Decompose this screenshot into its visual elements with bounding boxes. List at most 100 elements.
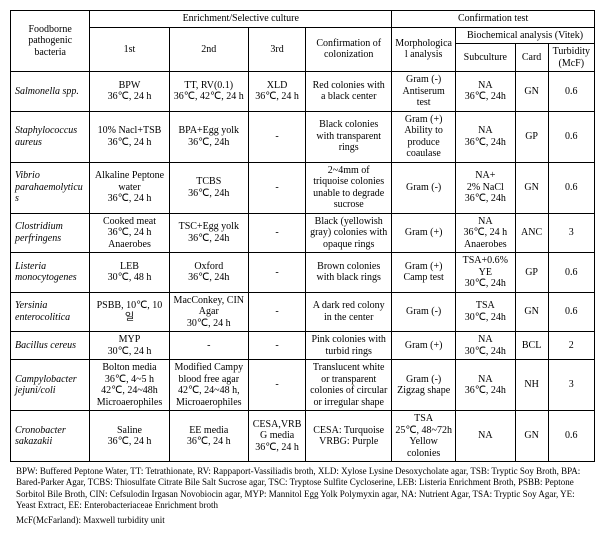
cell-b3: 0.6 <box>548 411 594 462</box>
cell-c5: Gram (-)Antiserum test <box>392 72 456 112</box>
cell-c1: PSBB, 10℃, 10일 <box>90 292 169 332</box>
cell-b2: BCL <box>515 332 548 360</box>
cell-name: Vibrio parahaemolyticus <box>11 162 90 213</box>
cell-c3: XLD36℃, 24 h <box>248 72 305 112</box>
cell-b1: NA36℃, 24h <box>456 360 515 411</box>
cell-c4: CESA: TurquoiseVRBG: Purple <box>306 411 392 462</box>
cell-c3: - <box>248 253 305 293</box>
cell-b1: NA36℃, 24 hAnaerobes <box>456 213 515 253</box>
cell-c2: MacConkey, CIN Agar30℃, 24 h <box>169 292 248 332</box>
cell-c2: EE media36℃, 24 h <box>169 411 248 462</box>
table-row: Bacillus cereusMYP30℃, 24 h--Pink coloni… <box>11 332 595 360</box>
cell-c1: 10% Nacl+TSB36℃, 24 h <box>90 111 169 162</box>
cell-b1: TSA30℃, 24h <box>456 292 515 332</box>
footnote-2: McF(McFarland): Maxwell turbidity unit <box>10 515 595 526</box>
header-2nd: 2nd <box>169 27 248 72</box>
cell-b3: 0.6 <box>548 72 594 112</box>
cell-c2: TCBS36℃, 24h <box>169 162 248 213</box>
cell-b1: NA30℃, 24h <box>456 332 515 360</box>
table-row: Vibrio parahaemolyticusAlkaline Peptone … <box>11 162 595 213</box>
cell-c4: 2~4mm of triquoise colonies unable to de… <box>306 162 392 213</box>
cell-name: Salmonella spp. <box>11 72 90 112</box>
cell-c4: A dark red colony in the center <box>306 292 392 332</box>
cell-name: Campylobacter jejuni/coli <box>11 360 90 411</box>
cell-b3: 0.6 <box>548 162 594 213</box>
cell-c5: TSA25℃, 48~72hYellow colonies <box>392 411 456 462</box>
cell-c5: Gram (-)Zigzag shape <box>392 360 456 411</box>
cell-name: Staphylococcus aureus <box>11 111 90 162</box>
cell-b2: GN <box>515 411 548 462</box>
cell-c4: Brown colonies with black rings <box>306 253 392 293</box>
cell-c3: - <box>248 332 305 360</box>
cell-c5: Gram (+) <box>392 213 456 253</box>
cell-c5: Gram (-) <box>392 292 456 332</box>
header-group2: Confirmation test <box>392 11 595 28</box>
cell-c2: Modified Campy blood free agar42℃, 24~48… <box>169 360 248 411</box>
cell-b1: NA36℃, 24h <box>456 72 515 112</box>
cell-c3: - <box>248 213 305 253</box>
cell-b2: GN <box>515 292 548 332</box>
cell-b1: NA36℃, 24h <box>456 111 515 162</box>
cell-c1: LEB30℃, 48 h <box>90 253 169 293</box>
header-bio: Biochemical analysis (Vitek) <box>456 27 595 44</box>
cell-name: Listeria monocytogenes <box>11 253 90 293</box>
header-1st: 1st <box>90 27 169 72</box>
cell-c3: CESA,VRBG media36℃, 24 h <box>248 411 305 462</box>
cell-c1: Saline36℃, 24 h <box>90 411 169 462</box>
cell-b1: TSA+0.6% YE30℃, 24h <box>456 253 515 293</box>
cell-name: Clostridium perfringens <box>11 213 90 253</box>
cell-c5: Gram (-) <box>392 162 456 213</box>
header-conf-col: Confirmation of colonization <box>306 27 392 72</box>
cell-b3: 0.6 <box>548 111 594 162</box>
cell-b3: 0.6 <box>548 253 594 293</box>
cell-c5: Gram (+)Camp test <box>392 253 456 293</box>
table-row: Staphylococcus aureus10% Nacl+TSB36℃, 24… <box>11 111 595 162</box>
cell-c4: Black (yellowish gray) colonies with opa… <box>306 213 392 253</box>
cell-c3: - <box>248 292 305 332</box>
cell-c5: Gram (+)Ability to produce coaulase <box>392 111 456 162</box>
cell-c4: Black colonies with transparent rings <box>306 111 392 162</box>
cell-c4: Red colonies with a black center <box>306 72 392 112</box>
cell-name: Yersinia enterocolitica <box>11 292 90 332</box>
table-row: Yersinia enterocoliticaPSBB, 10℃, 10일Mac… <box>11 292 595 332</box>
cell-b3: 3 <box>548 360 594 411</box>
cell-c3: - <box>248 162 305 213</box>
cell-c3: - <box>248 360 305 411</box>
cell-c2: - <box>169 332 248 360</box>
cell-c4: Pink colonies with turbid rings <box>306 332 392 360</box>
table-row: Campylobacter jejuni/coliBolton media36℃… <box>11 360 595 411</box>
cell-c2: BPA+Egg yolk36℃, 24h <box>169 111 248 162</box>
cell-c2: TSC+Egg yolk36℃, 24h <box>169 213 248 253</box>
header-rowhead: Foodborne pathogenic bacteria <box>11 11 90 72</box>
cell-c3: - <box>248 111 305 162</box>
cell-c1: Alkaline Peptone water36℃, 24 h <box>90 162 169 213</box>
cell-c2: TT, RV(0.1)36℃, 42℃, 24 h <box>169 72 248 112</box>
cell-b2: ANC <box>515 213 548 253</box>
cell-c1: Cooked meat36℃, 24 hAnaerobes <box>90 213 169 253</box>
table-body: Salmonella spp.BPW36℃, 24 hTT, RV(0.1)36… <box>11 72 595 462</box>
header-turbidity: Turbidity (McF) <box>548 44 594 72</box>
table-row: Salmonella spp.BPW36℃, 24 hTT, RV(0.1)36… <box>11 72 595 112</box>
cell-b3: 0.6 <box>548 292 594 332</box>
cell-c1: BPW36℃, 24 h <box>90 72 169 112</box>
table-row: Listeria monocytogenesLEB30℃, 48 hOxford… <box>11 253 595 293</box>
cell-b3: 2 <box>548 332 594 360</box>
cell-b2: GN <box>515 72 548 112</box>
cell-b3: 3 <box>548 213 594 253</box>
pathogen-table: Foodborne pathogenic bacteria Enrichment… <box>10 10 595 462</box>
table-row: Clostridium perfringensCooked meat36℃, 2… <box>11 213 595 253</box>
cell-c1: Bolton media36℃, 4~5 h42℃, 24~48hMicroae… <box>90 360 169 411</box>
cell-b2: GN <box>515 162 548 213</box>
header-subculture: Subculture <box>456 44 515 72</box>
cell-c2: Oxford36℃, 24h <box>169 253 248 293</box>
cell-b2: GP <box>515 253 548 293</box>
cell-b1: NA <box>456 411 515 462</box>
header-3rd: 3rd <box>248 27 305 72</box>
header-morph: Morphological analysis <box>392 27 456 72</box>
cell-c1: MYP30℃, 24 h <box>90 332 169 360</box>
cell-c5: Gram (+) <box>392 332 456 360</box>
cell-b2: NH <box>515 360 548 411</box>
header-group1: Enrichment/Selective culture <box>90 11 392 28</box>
header-card: Card <box>515 44 548 72</box>
cell-b2: GP <box>515 111 548 162</box>
